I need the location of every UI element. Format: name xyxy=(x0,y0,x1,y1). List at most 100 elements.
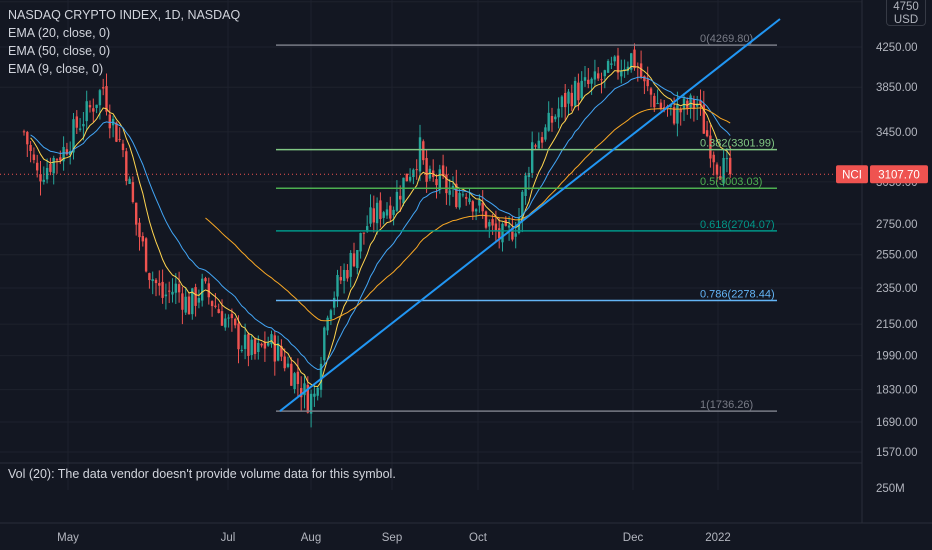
candle-body xyxy=(158,283,161,286)
candle-body xyxy=(375,202,379,224)
candle-body xyxy=(580,80,583,99)
fibonacci-retracement: 0(4269.80) 0.382(3301.99) 0.5(3003.03) 0.61… xyxy=(276,33,777,412)
candle-body xyxy=(494,223,498,232)
candle-body xyxy=(59,157,62,161)
candle-body xyxy=(273,335,276,362)
candle-body xyxy=(234,318,237,326)
candle-body xyxy=(465,197,468,199)
candle-body xyxy=(217,309,220,313)
candle-body xyxy=(643,76,646,82)
candle-body xyxy=(646,79,649,87)
candle-body xyxy=(616,55,620,73)
indicator-ema9[interactable]: EMA (9, close, 0) xyxy=(8,62,104,76)
ema50-line xyxy=(205,107,731,322)
candle-body xyxy=(564,92,567,108)
candle-body xyxy=(356,249,359,268)
candle-body xyxy=(471,201,474,212)
candle-body xyxy=(293,373,296,390)
last-price-symbol-badge xyxy=(836,165,868,184)
price-tick-label: 2150.00 xyxy=(876,319,918,331)
candle-body xyxy=(379,200,382,220)
candle-body xyxy=(267,342,270,346)
candle-body xyxy=(181,293,184,310)
fib-level-label: 0.618(2704.07) xyxy=(700,219,775,231)
candle-body xyxy=(428,168,432,179)
candle-body xyxy=(346,270,349,279)
candle-body xyxy=(247,334,250,356)
candle-body xyxy=(362,232,366,234)
candle-body xyxy=(191,288,194,315)
candle-body xyxy=(49,164,52,172)
candle-body xyxy=(108,114,111,129)
candle-body xyxy=(715,164,719,175)
candle-body xyxy=(712,154,715,163)
candle-body xyxy=(227,317,230,319)
candle-body xyxy=(62,146,65,162)
candle-body xyxy=(105,86,108,112)
candle-body xyxy=(240,349,243,351)
candle-body xyxy=(422,141,425,161)
symbol-title[interactable]: NASDAQ CRYPTO INDEX, 1D, NASDAQ xyxy=(8,8,241,22)
candle-body xyxy=(230,313,234,319)
candle-body xyxy=(448,190,451,195)
candle-body xyxy=(729,157,732,175)
candle-body xyxy=(567,91,570,104)
candle-body xyxy=(276,343,280,361)
time-axis: May Jul Aug Sep Oct Dec 2022 xyxy=(57,532,731,544)
currency-selector[interactable]: 4750 USD xyxy=(886,0,926,26)
candle-body xyxy=(557,108,560,118)
candle-body xyxy=(250,339,253,356)
currency-label: USD xyxy=(893,14,919,26)
price-tick-label: 4250.00 xyxy=(876,42,918,54)
candle-body xyxy=(412,169,415,178)
candle-body xyxy=(408,176,412,181)
chart-legend: NASDAQ CRYPTO INDEX, 1D, NASDAQ EMA (20,… xyxy=(8,6,240,78)
candle-body xyxy=(151,279,154,282)
indicator-ema50[interactable]: EMA (50, close, 0) xyxy=(8,44,111,58)
candle-body xyxy=(573,81,577,106)
candle-body xyxy=(461,194,465,196)
candle-body xyxy=(309,393,313,414)
candle-body xyxy=(352,253,356,267)
candle-body xyxy=(498,228,501,239)
candle-body xyxy=(385,209,389,216)
candle-body xyxy=(39,174,42,182)
candle-body xyxy=(319,363,323,390)
candle-body xyxy=(623,69,626,71)
candle-body xyxy=(382,212,385,218)
candle-body xyxy=(65,149,69,155)
candle-body xyxy=(204,278,207,282)
candle-body xyxy=(468,198,471,203)
candle-body xyxy=(478,199,481,206)
candle-body xyxy=(600,79,603,81)
candle-body xyxy=(283,356,286,369)
candle-body xyxy=(306,384,309,413)
candle-body xyxy=(560,96,564,108)
candle-body xyxy=(201,278,204,301)
candle-body xyxy=(709,135,712,159)
candle-body xyxy=(280,346,283,357)
candle-body xyxy=(633,49,636,69)
indicator-ema20[interactable]: EMA (20, close, 0) xyxy=(8,26,111,40)
price-scale-top-label: 4750 xyxy=(893,1,919,13)
candle-body xyxy=(590,78,593,84)
candle-body xyxy=(326,317,329,331)
ema20-line xyxy=(30,76,731,371)
candle-body xyxy=(303,383,306,396)
candle-body xyxy=(118,139,121,141)
candle-body xyxy=(484,211,488,228)
last-price-symbol: NCI xyxy=(842,169,862,181)
candle-body xyxy=(144,238,148,272)
candle-body xyxy=(55,159,59,161)
candle-body xyxy=(194,287,197,306)
candle-body xyxy=(207,283,210,298)
candle-body xyxy=(491,219,494,226)
candle-body xyxy=(544,127,547,140)
candle-body xyxy=(210,301,214,307)
time-tick-label: 2022 xyxy=(705,532,731,544)
candle-body xyxy=(458,192,461,208)
candle-body xyxy=(620,70,623,77)
candle-body xyxy=(121,143,125,151)
candle-body xyxy=(42,179,45,182)
